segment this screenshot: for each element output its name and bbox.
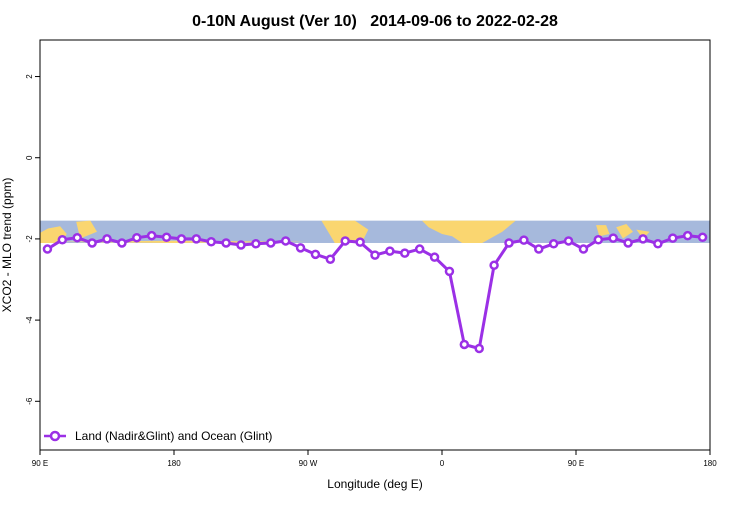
data-point [385,246,395,256]
data-point [325,254,336,264]
data-point [266,238,276,248]
data-point [236,240,246,250]
data-point [295,243,306,253]
data-point [72,232,82,243]
data-point [251,239,261,249]
data-point [355,237,365,247]
data-point [668,233,678,243]
x-tick-label-1: 180 [167,459,181,468]
data-point [593,234,604,245]
data-point [563,236,574,246]
data-point [221,238,231,248]
x-axis-label: Longitude (deg E) [327,477,422,491]
data-point [429,252,440,262]
map-land-1 [76,220,97,239]
map-land-5 [616,224,633,239]
plot-frame [39,39,711,451]
data-point [489,260,499,271]
y-tick-label-0: 2 [25,74,34,79]
y-tick-label-1: 0 [25,155,34,160]
x-tick-label-5: 180 [703,459,717,468]
data-point [534,244,544,254]
data-point [578,244,589,254]
data-point [608,233,618,243]
data-point [42,244,53,254]
map-land-3 [421,220,516,243]
data-point [87,238,97,248]
data-point [280,236,291,246]
data-point [414,244,425,254]
legend-label: Land (Nadir&Glint) and Ocean (Glint) [75,429,272,443]
legend-marker [49,430,61,442]
data-point [370,250,380,260]
data-point [697,232,708,243]
x-tick-label-3: 0 [440,459,445,468]
map-land-6 [636,229,650,239]
data-point [638,234,648,244]
y-tick-label-2: -2 [25,235,34,243]
data-point [548,239,559,249]
data-point [504,238,514,248]
x-tick-label-4: 90 E [568,459,584,468]
y-axis-label: XCO2 - MLO trend (ppm) [0,178,14,313]
data-point [310,249,321,260]
map-land-2 [321,220,369,243]
data-point [444,266,455,277]
x-tick-label-2: 90 W [299,459,318,468]
data-point [117,238,127,248]
map-land-4 [596,225,610,237]
data-point [161,232,172,243]
legend: Land (Nadir&Glint) and Ocean (Glint) [44,429,272,443]
data-point [132,232,142,243]
data-point [623,238,633,248]
data-point [682,230,693,241]
chart-title: 0-10N August (Ver 10) 2014-09-06 to 2022… [192,13,558,30]
data-point [102,234,112,244]
data-point [400,248,410,258]
data-point [519,235,529,245]
y-tick-label-4: -6 [25,397,34,405]
x-tick-label-0: 90 E [32,459,48,468]
data-point [459,339,470,350]
data-point [146,230,157,241]
data-point [176,234,187,244]
map-ocean-strip [40,220,710,243]
data-point [206,237,216,247]
y-tick-label-3: -4 [25,316,34,324]
data-point [653,239,663,249]
data-point [191,234,202,244]
data-point [57,234,68,245]
data-point [340,236,350,246]
data-point [474,343,484,354]
